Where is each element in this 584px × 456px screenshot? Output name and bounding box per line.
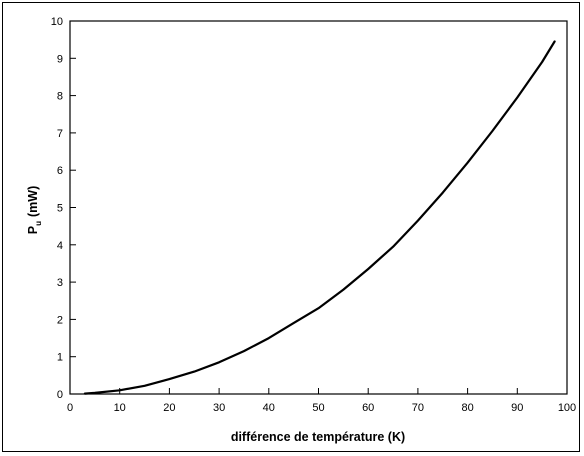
chart-frame xyxy=(2,2,580,452)
x-tick-label: 40 xyxy=(263,402,275,414)
y-tick-label: 6 xyxy=(57,165,63,177)
x-axis-ticks: 0 10 20 30 40 50 60 70 80 90 100 xyxy=(67,388,576,414)
x-tick-label: 70 xyxy=(412,402,424,414)
x-tick-label: 80 xyxy=(461,402,473,414)
y-axis-title-unit: (mW) xyxy=(26,186,40,217)
x-tick-label: 30 xyxy=(213,402,225,414)
y-tick-label: 1 xyxy=(57,352,63,364)
y-tick-label: 5 xyxy=(57,203,63,215)
y-axis-title-subscript: u xyxy=(34,221,43,226)
plot-area xyxy=(69,20,568,395)
y-tick-label: 10 xyxy=(51,16,63,28)
y-axis-ticks: 0 1 2 3 4 5 6 7 8 9 10 xyxy=(51,16,76,401)
x-tick-label: 0 xyxy=(67,402,73,414)
y-tick-label: 2 xyxy=(57,314,63,326)
y-tick-label: 7 xyxy=(57,128,63,140)
y-tick-label: 8 xyxy=(57,91,63,103)
y-tick-label: 4 xyxy=(57,240,63,252)
y-axis-title-main: P xyxy=(26,226,40,234)
x-tick-label: 20 xyxy=(163,402,175,414)
x-tick-label: 10 xyxy=(114,402,126,414)
y-tick-label: 0 xyxy=(57,389,63,401)
x-tick-label: 100 xyxy=(558,402,576,414)
y-axis-title: Pu (mW) xyxy=(26,186,43,234)
x-tick-label: 60 xyxy=(362,402,374,414)
y-tick-label: 3 xyxy=(57,277,63,289)
x-tick-label: 50 xyxy=(312,402,324,414)
y-tick-label: 9 xyxy=(57,53,63,65)
series-line xyxy=(83,40,556,395)
x-axis-title: différence de température (K) xyxy=(231,430,405,444)
x-tick-label: 90 xyxy=(511,402,523,414)
